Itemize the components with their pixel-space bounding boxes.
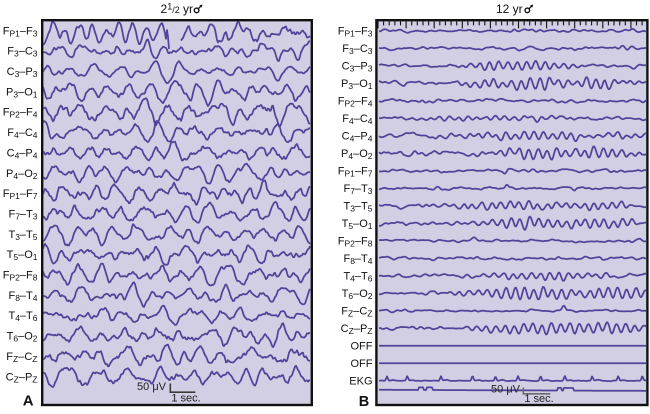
svg-text:12 yr: 12 yr — [496, 2, 523, 16]
svg-text:FZ​–CZ​: FZ​–CZ​ — [341, 306, 372, 319]
svg-text:C4​–P4​: C4​–P4​ — [342, 131, 373, 144]
svg-text:T6​–O2​: T6​–O2​ — [7, 331, 38, 344]
svg-text:F7​–T3​: F7​–T3​ — [343, 183, 372, 196]
svg-text:CZ​–PZ​: CZ​–PZ​ — [6, 371, 38, 384]
svg-text:T4​–T6​: T4​–T6​ — [8, 310, 37, 323]
svg-text:F8​–T4​: F8​–T4​ — [8, 290, 37, 303]
svg-text:P4​–O2​: P4​–O2​ — [341, 148, 373, 161]
svg-text:FP1​–F7​: FP1​–F7​ — [338, 166, 373, 179]
svg-text:C3​–P3​: C3​–P3​ — [342, 61, 373, 74]
svg-text:1 sec.: 1 sec. — [524, 393, 553, 405]
svg-text:P3​–O1​: P3​–O1​ — [341, 78, 373, 91]
svg-text:T5​–O1​: T5​–O1​ — [7, 249, 38, 262]
svg-text:T6​–O2​: T6​–O2​ — [342, 288, 373, 301]
svg-text:FP1​–F3​: FP1​–F3​ — [338, 26, 373, 39]
svg-text:FP2​–F8​: FP2​–F8​ — [338, 236, 373, 249]
svg-text:50 μV: 50 μV — [491, 384, 521, 396]
svg-text:C3​–P3​: C3​–P3​ — [7, 66, 38, 79]
svg-text:T4​–T6​: T4​–T6​ — [343, 271, 372, 284]
svg-text:FP1​–F7​: FP1​–F7​ — [3, 188, 38, 201]
svg-text:F7​–T3​: F7​–T3​ — [8, 209, 37, 222]
svg-text:FZ​–CZ​: FZ​–CZ​ — [6, 351, 37, 364]
svg-text:P3​–O1​: P3​–O1​ — [6, 86, 38, 99]
svg-text:FP2​–F8​: FP2​–F8​ — [3, 270, 38, 283]
svg-text:OFF: OFF — [351, 358, 373, 370]
svg-text:A: A — [23, 393, 34, 410]
svg-text:F4​–C4​: F4​–C4​ — [7, 127, 38, 140]
svg-text:F3​–C3​: F3​–C3​ — [7, 46, 38, 59]
svg-text:T3​–T5​: T3​–T5​ — [343, 201, 372, 214]
svg-text:EKG: EKG — [349, 376, 372, 388]
svg-text:OFF: OFF — [351, 341, 373, 353]
svg-text:50 μV: 50 μV — [137, 381, 167, 393]
svg-text:CZ​–PZ​: CZ​–PZ​ — [341, 323, 373, 336]
svg-text:F8​–T4​: F8​–T4​ — [343, 253, 372, 266]
svg-text:T5​–O1​: T5​–O1​ — [342, 218, 373, 231]
svg-text:1 sec.: 1 sec. — [171, 393, 200, 405]
svg-text:FP2​–F4​: FP2​–F4​ — [338, 96, 373, 109]
svg-text:B: B — [359, 394, 369, 409]
svg-text:T3​–T5​: T3​–T5​ — [8, 229, 37, 242]
svg-text:P4​–O2​: P4​–O2​ — [6, 168, 38, 181]
svg-text:F4​–C4​: F4​–C4​ — [342, 113, 373, 126]
svg-text:F3​–C3​: F3​–C3​ — [342, 43, 373, 56]
svg-text:FP2​–F4​: FP2​–F4​ — [3, 107, 38, 120]
svg-text:FP1​–F3​: FP1​–F3​ — [3, 25, 38, 38]
svg-text:C4​–P4​: C4​–P4​ — [7, 147, 38, 160]
